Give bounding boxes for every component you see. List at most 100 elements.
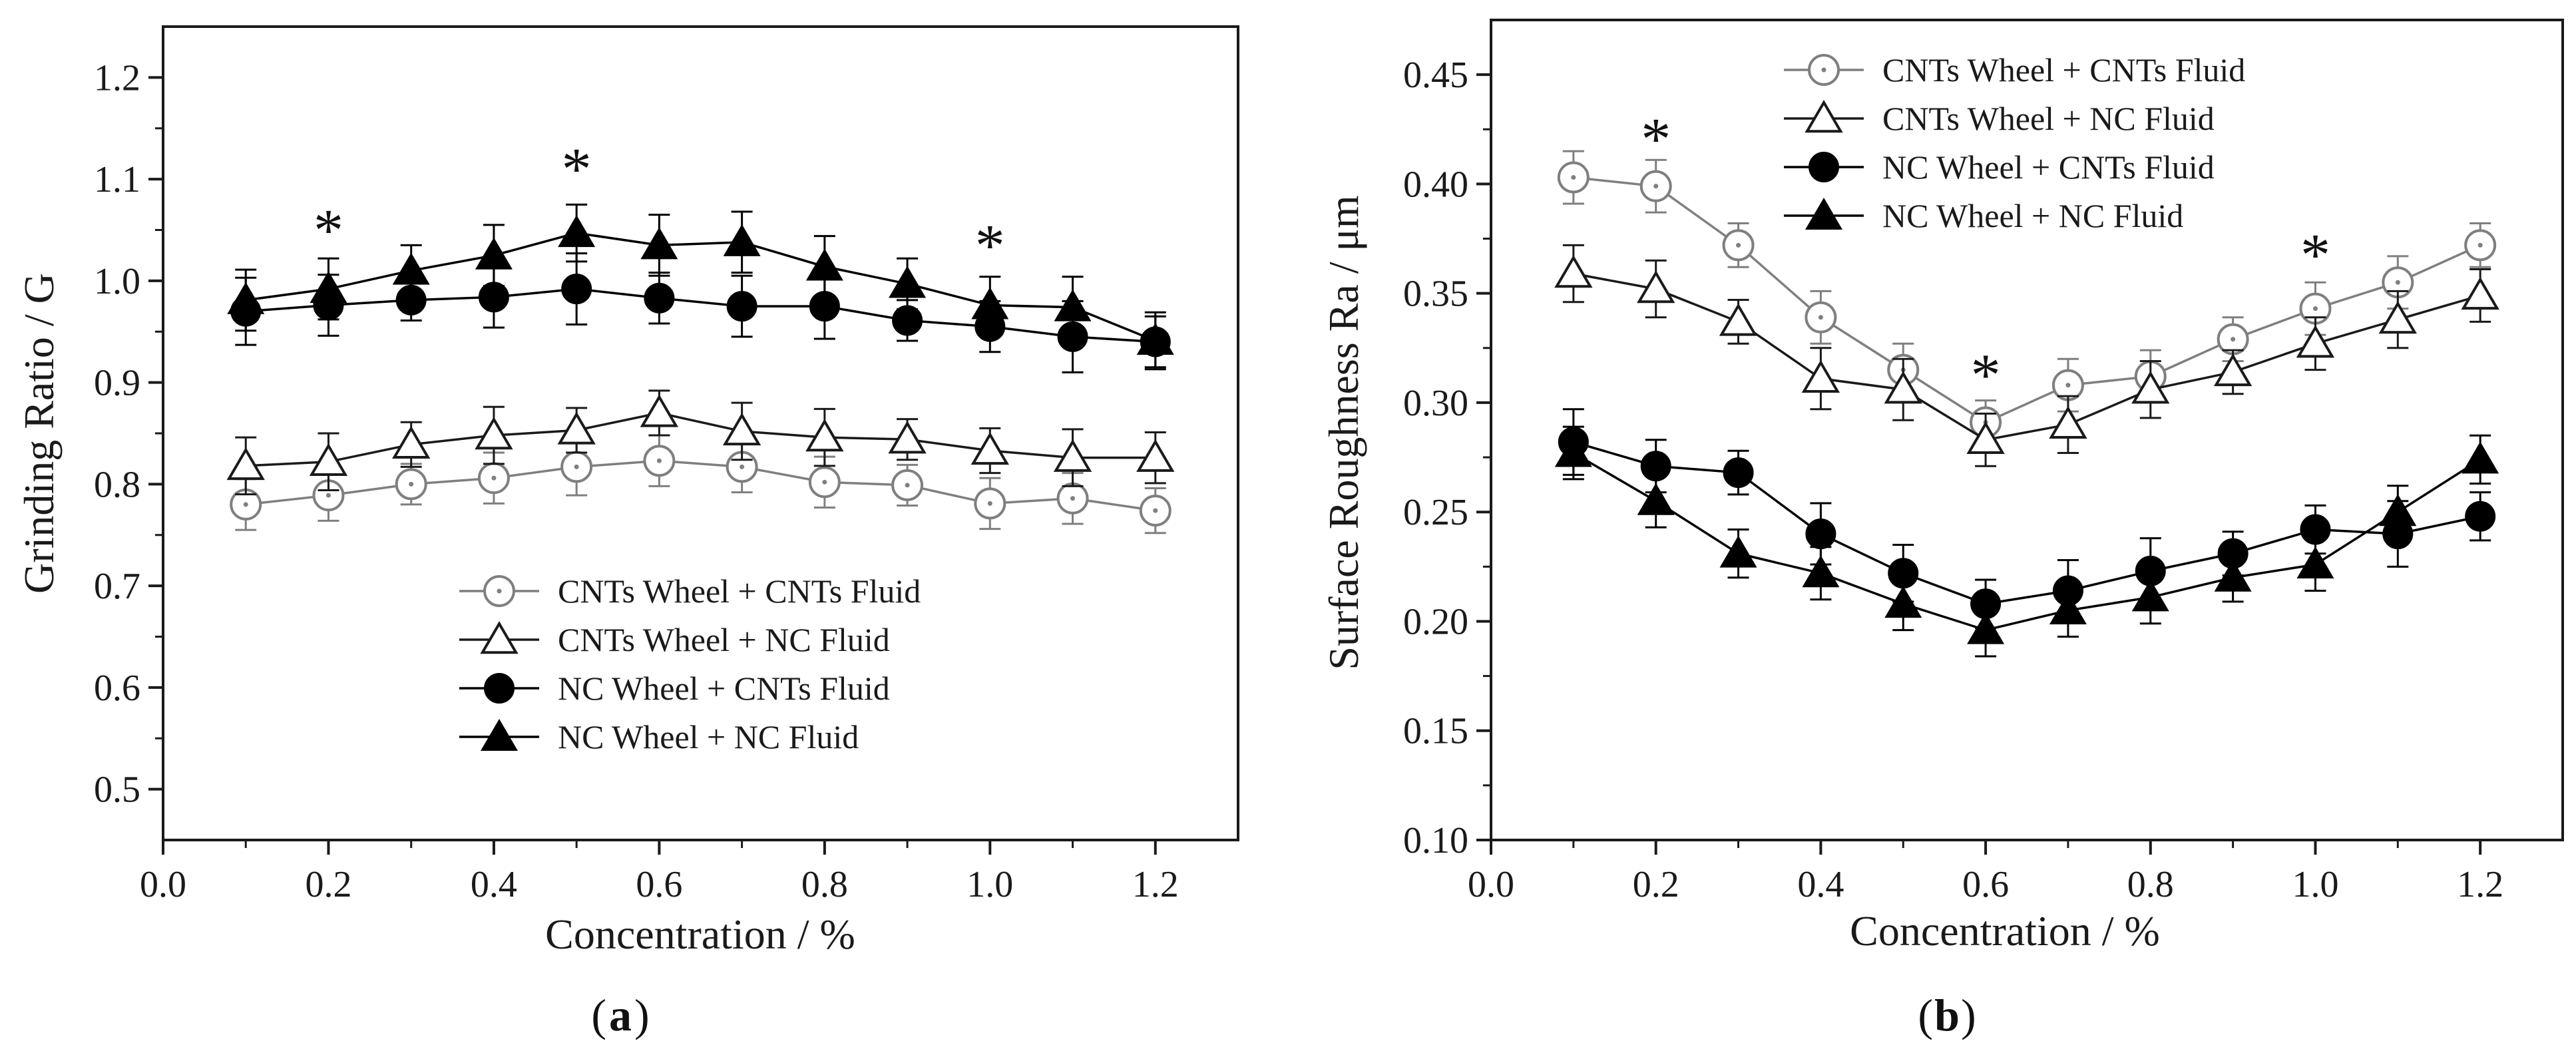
y-tick-label: 0.35 [1403,274,1468,315]
data-point [392,425,431,459]
legend-marker [483,575,515,607]
data-point [723,224,761,256]
y-tick-label: 1.1 [94,159,140,200]
x-tick-label: 1.0 [966,864,1013,905]
x-tick-label: 1.2 [2457,864,2503,905]
data-point [392,252,430,285]
legend-label: CNTs Wheel + CNTs Fluid [1882,51,2245,89]
y-tick-label: 0.25 [1403,492,1468,533]
y-tick-label: 0.40 [1403,164,1468,205]
significance-asterisk: * [1971,343,2001,409]
data-point [1637,483,1675,515]
panel-letter-a: a [609,990,632,1040]
series-line [246,459,1156,512]
xlabel-b: Concentration / % [1850,907,2160,955]
data-point [1053,439,1092,472]
y-tick-label: 0.9 [94,363,140,404]
series-line [1572,451,2481,632]
plot-frame-b [1490,19,2564,841]
series-4 [1554,425,2499,658]
legend-marker [481,719,518,751]
data-point [477,462,510,495]
panel-label-b: ( b ) [1918,990,1976,1040]
data-point [1801,359,1840,393]
data-point [2462,441,2499,474]
data-point [1884,371,1922,404]
legend-item: NC Wheel + CNTs Fluid [459,670,890,707]
data-point [395,468,427,501]
legend-label: NC Wheel + CNTs Fluid [558,670,890,707]
x-tick-label: 0.8 [801,864,848,905]
ylabel-b: Surface Roughness Ra / μm [1320,195,1367,670]
data-point [1805,519,1836,550]
data-point [1139,495,1172,527]
data-point [310,271,347,304]
data-point [1054,289,1092,321]
data-point [1639,170,1672,202]
data-point [2131,579,2169,612]
data-point [1056,482,1089,515]
x-tick-label: 0.8 [2127,864,2174,905]
data-point [1967,612,2005,644]
x-tick-label: 0.2 [1633,864,1679,905]
series-1 [230,434,1172,534]
data-point [475,417,513,450]
y-tick-label: 0.7 [94,566,140,607]
data-point [561,274,592,305]
series-3 [1558,408,2496,629]
series-line [246,288,1156,343]
panel-letter-b: b [1934,990,1960,1040]
data-point [1722,229,1755,262]
data-point [2464,229,2497,262]
data-point [1719,303,1758,336]
legend-item: NC Wheel + NC Fluid [1784,197,2183,234]
y-tick-label: 1.0 [94,261,140,302]
data-point [805,248,843,281]
y-tick-label: 0.10 [1403,820,1468,861]
x-tick-label: 1.0 [2292,864,2338,905]
data-point [1719,535,1757,568]
legend-label: CNTs Wheel + CNTs Fluid [558,572,921,610]
y-tick-label: 0.15 [1403,711,1468,752]
series-line [245,232,1156,342]
x-tick-label: 1.2 [1132,864,1179,905]
data-point [2214,559,2252,592]
data-point [226,447,265,481]
xlabel-a: Concentration / % [545,911,855,958]
series-line [246,411,1156,467]
y-tick-label: 0.30 [1403,383,1468,424]
data-point [2465,501,2496,532]
data-point [971,287,1009,319]
x-tick-label: 0.6 [636,864,682,905]
significance-asterisk: * [562,136,592,202]
data-point [1884,586,1922,618]
series-line [1573,441,2481,605]
legend-label: CNTs Wheel + NC Fluid [1882,100,2215,137]
data-point [1554,435,1592,467]
data-point [1136,323,1174,355]
data-point [2378,301,2417,334]
svg-text:(: ( [591,990,606,1040]
chart-panel-b: 0.0 0.2 0.4 0.6 0.8 1.0 1.2 0.10 0.15 0.20 0.25 0.3… [1320,19,2564,1040]
legend-marker [1805,198,1842,230]
legend-label: NC Wheel + CNTs Fluid [1882,148,2215,186]
series-4 [227,203,1174,371]
svg-text:(: ( [1918,990,1933,1040]
data-point [2379,494,2417,527]
data-point [805,419,844,452]
x-tick-label: 0.0 [1468,864,1514,905]
svg-text:): ) [1961,990,1976,1040]
plot-area-a: 0.0 0.2 0.4 0.6 0.8 1.0 1.2 0.5 0.6 0.7 0.8 0.9 1.0 1… [94,57,1179,905]
data-point [974,487,1006,520]
series-1 [1557,150,2497,445]
data-point [1136,439,1175,472]
legend-label: NC Wheel + NC Fluid [1882,197,2183,234]
data-point [557,411,596,445]
data-point [1557,161,1590,194]
y-tick-label: 0.45 [1403,55,1468,96]
legend-item: NC Wheel + NC Fluid [459,718,859,755]
series-3 [230,252,1171,373]
y-tick-label: 0.8 [94,464,140,505]
legend-b: CNTs Wheel + CNTs Fluid CNTs Wheel + NC F… [1784,51,2245,234]
